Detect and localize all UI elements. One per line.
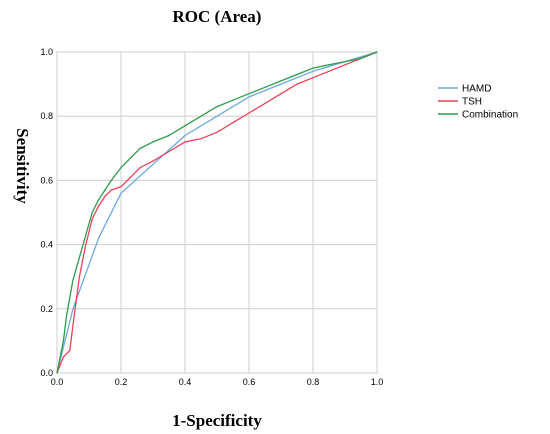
data-point-combination <box>216 106 218 108</box>
y-tick-label: 1.0 <box>40 47 53 57</box>
x-tick-label: 0.6 <box>243 377 256 387</box>
data-point-tsh <box>248 112 250 114</box>
data-point-tsh <box>232 122 234 124</box>
data-point-tsh <box>130 176 132 178</box>
data-point-tsh <box>280 93 282 95</box>
data-point-tsh <box>72 324 74 326</box>
y-tick-label: 0.0 <box>40 368 53 378</box>
data-point-tsh <box>104 195 106 197</box>
data-point-combination <box>120 167 122 169</box>
data-point-tsh <box>98 205 100 207</box>
data-point-combination <box>296 73 298 76</box>
data-point-hamd <box>312 70 314 72</box>
x-tick-label: 0.0 <box>51 377 64 387</box>
data-point-tsh <box>110 189 112 191</box>
series-layer <box>56 51 378 374</box>
data-point-tsh <box>312 77 314 79</box>
series-tsh <box>56 51 378 374</box>
data-point-tsh <box>85 244 87 246</box>
y-tick-label: 0.8 <box>40 111 53 121</box>
series-combination <box>56 51 378 374</box>
data-point-hamd <box>280 83 282 85</box>
data-point-combination <box>130 157 132 159</box>
data-point-tsh <box>200 138 202 140</box>
data-point-tsh <box>78 276 80 278</box>
series-line-hamd <box>56 51 378 374</box>
data-point-combination <box>62 340 64 342</box>
data-point-combination <box>91 211 93 214</box>
data-point-combination <box>360 57 362 60</box>
data-point-tsh <box>69 349 71 352</box>
data-point-tsh <box>184 141 186 143</box>
data-point-combination <box>200 115 202 117</box>
data-point-combination <box>98 199 100 201</box>
y-tick-label: 0.6 <box>40 175 53 185</box>
data-point-tsh <box>91 218 93 220</box>
data-point-combination <box>78 256 80 258</box>
data-point-hamd <box>152 163 154 165</box>
series-line-tsh <box>56 51 378 374</box>
series-line-combination <box>56 51 378 374</box>
data-point-combination <box>184 125 186 127</box>
y-tick-label: 0.4 <box>40 240 53 250</box>
x-tick-label: 0.2 <box>115 377 128 387</box>
data-point-hamd <box>184 134 186 137</box>
data-point-tsh <box>120 186 122 188</box>
data-point-hamd <box>216 115 218 117</box>
data-point-combination <box>66 314 68 316</box>
data-point-tsh <box>216 131 218 133</box>
grid-lines <box>56 51 378 374</box>
legend: HAMD TSH Combination <box>438 84 518 121</box>
x-tick-label: 1.0 <box>371 377 384 387</box>
data-point-tsh <box>62 356 64 358</box>
data-point-combination <box>264 86 266 88</box>
data-point-hamd <box>248 96 250 98</box>
data-point-hamd <box>72 308 74 310</box>
legend-label: TSH <box>462 97 482 108</box>
x-tick-label: 0.8 <box>307 377 320 387</box>
plot-area <box>56 51 378 374</box>
data-point-tsh <box>264 102 266 104</box>
data-point-combination <box>104 189 106 191</box>
data-point-hamd <box>98 237 100 239</box>
data-point-tsh <box>344 64 346 66</box>
data-point-combination <box>72 279 74 281</box>
data-point-tsh <box>139 167 141 169</box>
data-point-hamd <box>120 192 122 194</box>
data-point-combination <box>56 372 58 374</box>
data-point-combination <box>280 80 282 82</box>
data-point-combination <box>168 134 170 137</box>
y-axis-title: Sensitivity <box>13 128 32 204</box>
legend-label: Combination <box>462 110 518 121</box>
data-point-combination <box>110 179 112 181</box>
chart-title: ROC (Area) <box>173 7 262 26</box>
data-point-combination <box>139 147 141 149</box>
data-point-combination <box>152 141 154 143</box>
data-point-combination <box>85 234 87 236</box>
data-point-tsh <box>152 160 154 162</box>
legend-label: HAMD <box>462 84 491 95</box>
data-point-combination <box>232 99 234 101</box>
data-point-tsh <box>168 150 170 153</box>
y-tick-label: 0.2 <box>40 304 53 314</box>
data-point-combination <box>312 67 314 69</box>
data-point-combination <box>376 51 378 53</box>
x-tick-label: 0.4 <box>179 377 192 387</box>
data-point-combination <box>248 93 250 95</box>
tick-labels: 0.0 0.2 0.4 0.6 0.8 1.0 0.0 0.2 0.4 0.6 0.8 1.0 <box>40 47 383 387</box>
x-axis-title: 1-Specificity <box>172 411 262 430</box>
data-point-combination <box>344 61 346 63</box>
data-point-combination <box>328 64 330 66</box>
data-point-tsh <box>328 70 330 72</box>
data-point-tsh <box>296 83 298 85</box>
